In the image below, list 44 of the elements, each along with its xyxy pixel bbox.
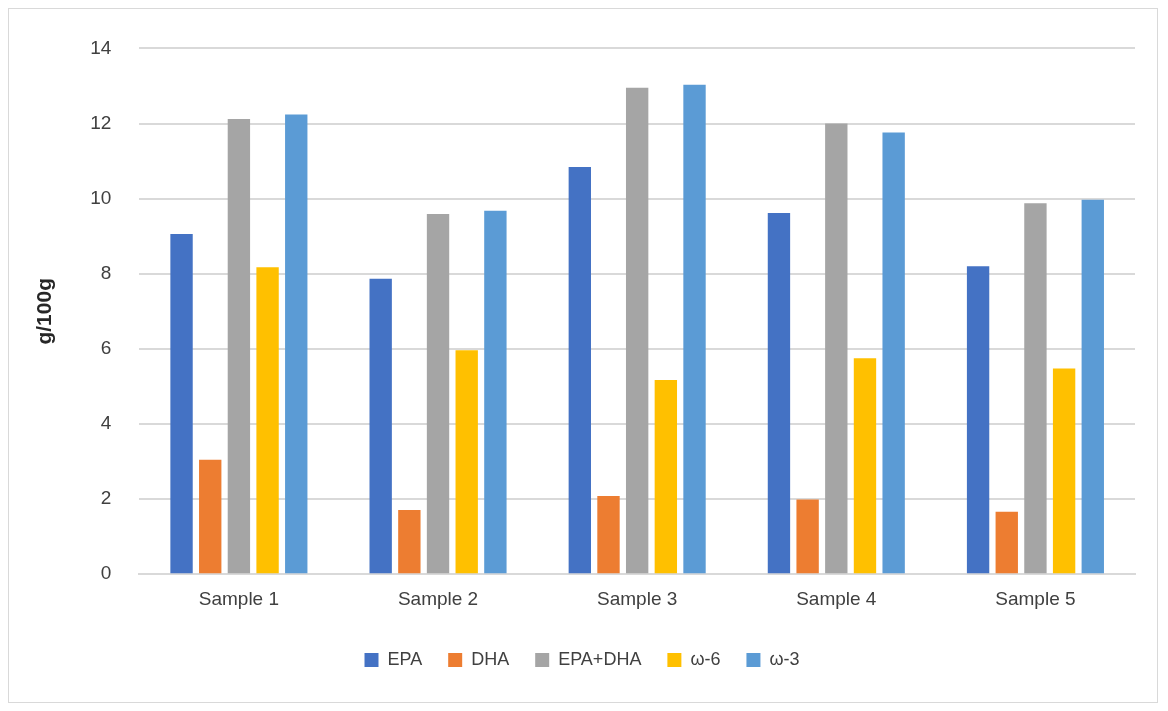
legend-label: ω-3 [769, 648, 800, 669]
x-tick-label: Sample 5 [995, 587, 1076, 609]
bar [455, 350, 478, 574]
y-tick-label: 14 [90, 36, 112, 58]
x-tick-label: Sample 3 [597, 587, 678, 609]
bar [1081, 199, 1104, 574]
bar [484, 210, 507, 574]
bar [683, 84, 706, 574]
legend-label: EPA+DHA [558, 648, 642, 669]
bar [1024, 203, 1047, 574]
bar [625, 87, 649, 574]
bar [995, 511, 1018, 574]
x-tick-label: Sample 1 [198, 587, 280, 609]
legend-label: EPA [387, 648, 423, 669]
bar [398, 509, 421, 574]
bar [568, 167, 591, 574]
bar [654, 380, 678, 574]
y-tick-label: 8 [100, 261, 112, 283]
y-tick-label: 10 [90, 186, 112, 208]
bar [426, 214, 450, 574]
bar [966, 266, 990, 574]
y-tick-label: 2 [100, 487, 112, 509]
bar [796, 499, 819, 574]
bar [256, 267, 279, 574]
bar [597, 496, 620, 574]
y-tick-label: 4 [100, 412, 112, 434]
y-axis-title: g/100g [32, 278, 56, 345]
bar [767, 212, 791, 574]
bar [285, 114, 308, 574]
bar [1052, 368, 1076, 574]
x-tick-label: Sample 4 [796, 587, 877, 609]
bar [369, 278, 392, 574]
bar [199, 459, 222, 574]
bar [227, 119, 251, 574]
y-tick-label: 6 [100, 337, 112, 359]
y-tick-label: 12 [90, 111, 112, 133]
bar [853, 358, 877, 574]
bar [882, 132, 905, 574]
legend-label: ω-6 [690, 648, 721, 669]
legend-label: DHA [471, 648, 510, 669]
bar [170, 233, 193, 574]
y-tick-label: 0 [100, 562, 112, 584]
x-tick-label: Sample 2 [397, 587, 479, 609]
bar [825, 123, 848, 574]
